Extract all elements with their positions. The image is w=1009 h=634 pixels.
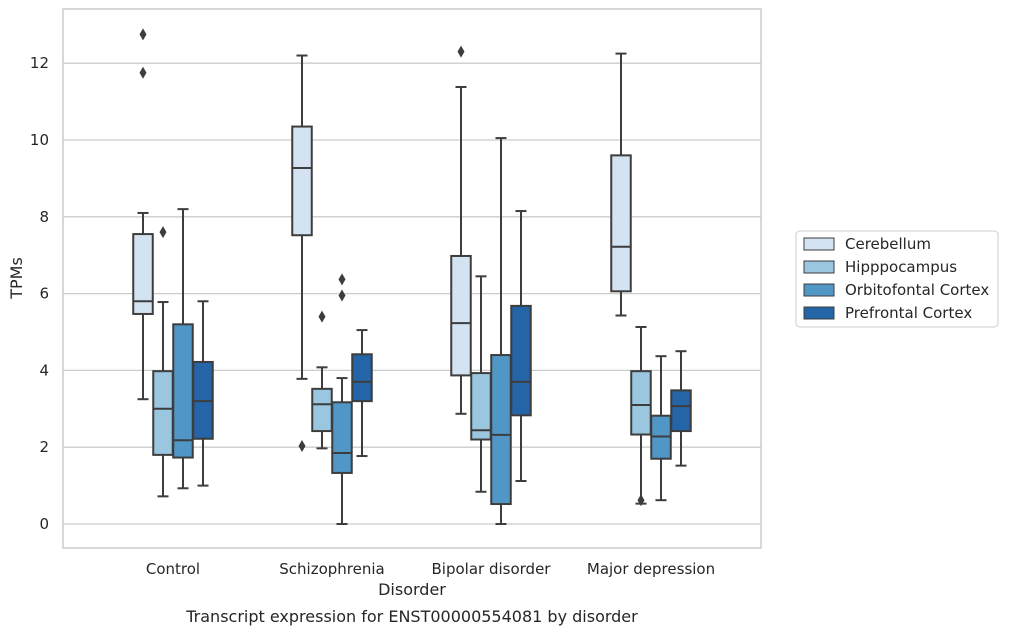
legend-swatch xyxy=(803,283,835,297)
box-body xyxy=(510,304,532,417)
y-tick-label: 6 xyxy=(39,285,49,303)
box-group xyxy=(351,329,373,458)
y-tick-label: 12 xyxy=(30,54,49,72)
outlier-point xyxy=(457,45,465,58)
box-group xyxy=(670,350,692,467)
y-tick-label: 10 xyxy=(30,131,49,149)
y-tick-label: 8 xyxy=(39,208,49,226)
x-tick-label: Bipolar disorder xyxy=(432,560,552,578)
box-body xyxy=(311,387,333,433)
box-group xyxy=(490,137,512,525)
plot-frame xyxy=(62,8,762,549)
legend-swatch xyxy=(803,306,835,320)
box-group xyxy=(470,275,492,493)
legend-label: Orbitofontal Cortex xyxy=(845,281,989,299)
box-group xyxy=(630,326,652,507)
y-tick-labels: 0 2 4 6 8 10 12 xyxy=(30,54,49,533)
box-group xyxy=(650,355,672,502)
box-body xyxy=(450,254,472,377)
box-body xyxy=(152,370,174,456)
legend-swatch xyxy=(803,260,835,274)
box-layer xyxy=(132,28,692,525)
legend-label: Prefrontal Cortex xyxy=(845,304,972,322)
outlier-point xyxy=(139,66,147,79)
box-body xyxy=(172,323,194,459)
legend-label: Hipppocampus xyxy=(845,258,957,276)
x-axis-label: Disorder xyxy=(378,580,446,599)
x-tick-label: Schizophrenia xyxy=(279,560,384,578)
y-tick-label: 0 xyxy=(39,515,49,533)
box-group xyxy=(610,52,632,317)
outlier-point xyxy=(338,273,346,286)
x-tick-label: Major depression xyxy=(587,560,715,578)
box-body xyxy=(610,154,632,293)
outlier-point xyxy=(139,28,147,41)
legend: Cerebellum Hipppocampus Orbitofontal Corte… xyxy=(795,230,999,328)
box-group xyxy=(152,226,174,498)
outlier-point xyxy=(298,440,306,453)
box-group xyxy=(311,310,333,450)
outlier-point xyxy=(159,226,167,239)
x-tick-labels: Control Schizophrenia Bipolar disorder Majo… xyxy=(146,560,715,578)
box-body xyxy=(291,125,313,237)
box-body xyxy=(670,389,692,433)
box-body xyxy=(351,353,373,403)
box-group xyxy=(510,210,532,482)
box-group xyxy=(132,28,154,401)
outlier-point xyxy=(637,494,645,507)
legend-frame xyxy=(795,230,999,328)
chart-caption: Transcript expression for ENST0000055408… xyxy=(185,607,638,626)
x-tick-label: Control xyxy=(146,560,200,578)
box-group xyxy=(291,54,313,453)
y-axis-label: TPMs xyxy=(7,257,26,300)
legend-label: Cerebellum xyxy=(845,235,931,253)
box-body xyxy=(490,354,512,506)
box-group xyxy=(192,300,214,487)
box-body xyxy=(331,401,353,474)
box-body xyxy=(132,233,154,315)
y-tick-label: 4 xyxy=(39,361,49,379)
box-group xyxy=(331,273,353,525)
outlier-point xyxy=(318,310,326,323)
box-body xyxy=(630,370,652,436)
box-group xyxy=(450,45,472,415)
outlier-point xyxy=(338,289,346,302)
box-group xyxy=(172,208,194,490)
y-tick-label: 2 xyxy=(39,438,49,456)
legend-swatch xyxy=(803,237,835,251)
